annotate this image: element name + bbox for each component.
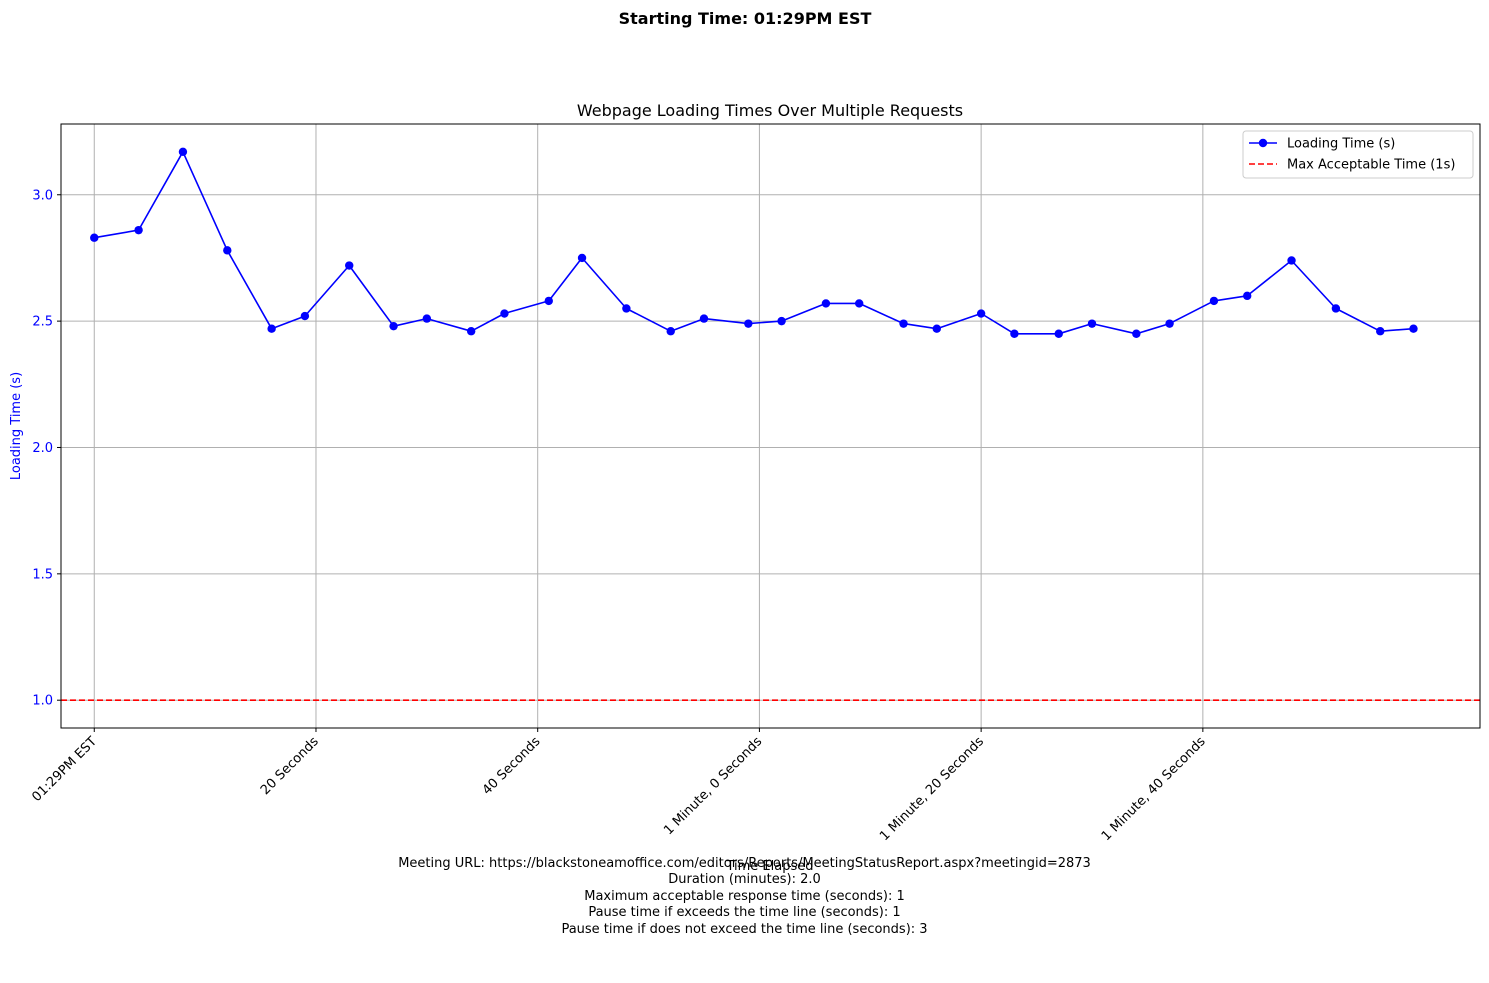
y-axis: 1.0 1.5 2.0 2.5 3.0: [32, 188, 61, 709]
data-point: [466, 327, 476, 336]
y-tick-label: 3.0: [32, 188, 53, 203]
grid: [61, 124, 1480, 728]
data-point: [178, 147, 188, 156]
data-point: [500, 309, 509, 318]
data-point: [1010, 329, 1019, 338]
data-point: [267, 324, 276, 333]
data-point: [577, 253, 587, 263]
legend-label-series: Loading Time (s): [1287, 137, 1395, 152]
legend-box: [1242, 130, 1474, 179]
duration-text: Duration (minutes): 2.0: [668, 872, 821, 888]
x-tick-label: 01:29PM EST: [29, 734, 100, 805]
x-tick-label: 40 Seconds: [480, 734, 544, 798]
meeting-url-text: Meeting URL: https://blackstoneamoffice.…: [398, 856, 1091, 871]
plot-frame: [60, 123, 1481, 729]
run-parameters: Meeting URL: https://blackstoneamoffice.…: [0, 856, 1489, 938]
data-point: [622, 304, 631, 313]
data-point: [1054, 329, 1063, 338]
x-tick-label: 1 Minute, 40 Seconds: [1099, 734, 1209, 844]
data-point: [134, 225, 143, 235]
y-tick-label: 1.0: [32, 694, 53, 709]
data-point: [744, 319, 753, 328]
data-point: [699, 314, 709, 323]
chart-title: Webpage Loading Times Over Multiple Requ…: [577, 101, 963, 120]
x-axis: 01:29PM EST 20 Seconds 40 Seconds 1 Minute,…: [29, 728, 1209, 844]
x-axis-label: Time Elapsed: [725, 859, 813, 874]
data-point: [976, 309, 986, 318]
data-point: [1331, 304, 1341, 313]
data-point: [1165, 319, 1174, 328]
data-point: [389, 321, 398, 331]
pause-not-exceed-text: Pause time if does not exceed the time l…: [561, 921, 928, 937]
data-point: [666, 327, 675, 336]
data-point: [1287, 256, 1296, 265]
legend-marker-series: [1258, 138, 1268, 148]
series-line: [94, 151, 1414, 335]
data-point: [223, 246, 232, 255]
data-point: [1242, 291, 1252, 301]
data-point: [90, 233, 99, 242]
y-axis-label: Loading Time (s): [9, 372, 24, 480]
x-tick-label: 20 Seconds: [258, 734, 322, 798]
data-point: [1132, 329, 1141, 338]
data-point: [1376, 327, 1385, 336]
x-tick-label: 1 Minute, 0 Seconds: [661, 734, 765, 838]
series: [90, 147, 1418, 338]
pause-exceed-text: Pause time if exceeds the time line (sec…: [588, 905, 901, 921]
y-tick-label: 2.0: [32, 441, 53, 456]
data-point: [854, 299, 864, 308]
data-point: [1209, 296, 1219, 306]
data-point: [422, 314, 432, 323]
data-point: [821, 299, 831, 308]
legend: Loading Time (s) Max Acceptable Time (1s): [1242, 130, 1474, 179]
x-tick-label: 1 Minute, 20 Seconds: [877, 734, 987, 844]
data-point: [777, 316, 786, 326]
legend-label-threshold: Max Acceptable Time (1s): [1287, 158, 1455, 173]
data-point: [544, 296, 553, 306]
data-point: [1409, 324, 1418, 333]
data-point: [345, 261, 354, 270]
chart-suptitle: Starting Time: 01:29PM EST: [619, 9, 872, 28]
data-point: [1087, 319, 1097, 328]
data-point: [300, 311, 310, 321]
y-tick-label: 2.5: [32, 315, 53, 330]
data-point: [899, 319, 908, 328]
max-response-text: Maximum acceptable response time (second…: [584, 888, 905, 904]
data-point: [932, 324, 941, 333]
y-tick-label: 1.5: [32, 567, 53, 582]
